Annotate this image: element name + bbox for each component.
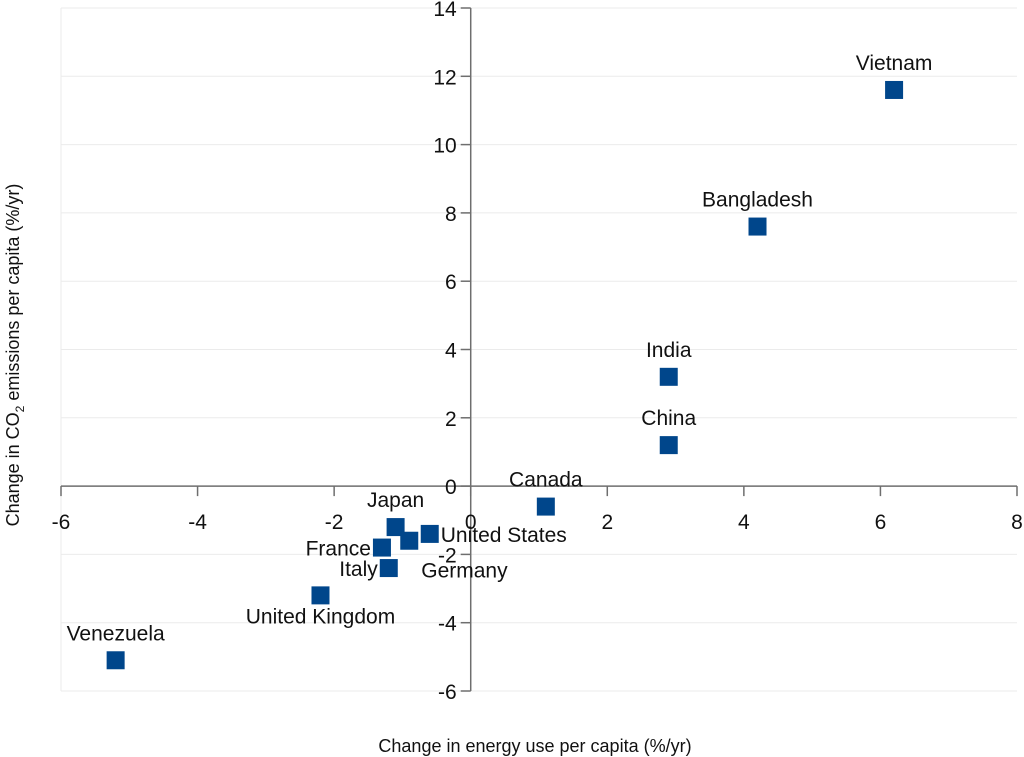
data-point-label: United Kingdom	[246, 605, 395, 628]
data-point-label: France	[306, 538, 371, 561]
y-tick-label: 6	[445, 271, 457, 294]
data-point-label: Vietnam	[856, 52, 933, 75]
data-point-label: Canada	[509, 469, 583, 492]
data-point	[372, 538, 391, 557]
y-tick-label: 2	[445, 408, 457, 431]
y-tick-label: -2	[438, 544, 457, 567]
data-point-label: Italy	[339, 558, 378, 581]
y-tick-label: 14	[433, 0, 457, 21]
data-point-label: Bangladesh	[702, 189, 813, 212]
data-points	[106, 80, 904, 670]
y-tick-label: 4	[445, 340, 457, 363]
data-point	[659, 367, 678, 386]
x-tick-label: 0	[465, 511, 477, 534]
data-point	[379, 559, 398, 578]
x-tick-label: 4	[738, 511, 750, 534]
y-tick-label: 8	[445, 203, 457, 226]
x-tick-label: 6	[875, 511, 887, 534]
data-point-label: United States	[441, 524, 567, 547]
y-axis-title-part-2: emissions per capita (%/yr)	[3, 184, 23, 406]
y-tick-label: 0	[445, 476, 457, 499]
y-axis-title-part-1: Change in CO	[3, 412, 23, 526]
data-point-label: Germany	[421, 560, 508, 583]
data-point-label: Venezuela	[67, 622, 165, 645]
data-point	[659, 436, 678, 455]
x-tick-label: -2	[325, 511, 344, 534]
tick-labels: -6 -4 -2 0 2 4 6 8 -6 -4 -2 0 2 4 6 8 10 12 14	[52, 0, 1023, 704]
data-point	[536, 497, 555, 516]
y-tick-label: 10	[433, 135, 456, 158]
data-point	[311, 586, 330, 605]
data-point-label: China	[641, 407, 696, 430]
point-labels: Vietnam Bangladesh India China Canada Japan Un…	[67, 52, 933, 645]
y-axis-title: Change in CO2 emissions per capita (%/yr…	[3, 184, 27, 527]
x-tick-label: -4	[188, 511, 207, 534]
y-axis-title-subscript: 2	[13, 405, 27, 412]
data-point-label: India	[646, 339, 692, 362]
x-tick-label: -6	[52, 511, 71, 534]
data-point-label: Japan	[367, 489, 424, 512]
data-point	[885, 80, 904, 99]
x-axis-title: Change in energy use per capita (%/yr)	[378, 736, 691, 756]
y-tick-label: -4	[438, 613, 457, 636]
x-tick-label: 2	[601, 511, 613, 534]
data-point	[386, 518, 405, 537]
axes	[60, 7, 1018, 692]
data-point	[400, 531, 419, 550]
data-point	[420, 524, 439, 543]
gridlines	[60, 7, 1017, 692]
y-tick-label: 12	[433, 66, 456, 89]
data-point	[106, 651, 125, 670]
y-tick-label: -6	[438, 681, 457, 704]
x-tick-label: 8	[1011, 511, 1023, 534]
data-point	[748, 217, 767, 236]
